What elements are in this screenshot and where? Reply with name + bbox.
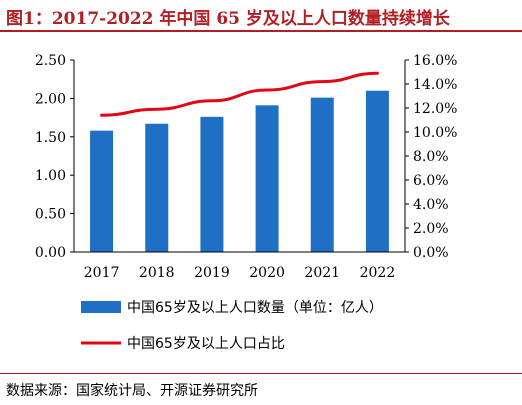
x-tick-label: 2018 [139,265,175,281]
bar [255,105,279,252]
legend-swatch-bar [81,301,121,313]
x-tick-label: 2019 [194,265,230,281]
left-tick-label: 1.00 [35,168,66,184]
line-series [100,71,379,117]
right-tick-label: 0.0% [413,245,449,261]
series-line [100,71,379,117]
right-axis-ticks: 0.0% 2.0% 4.0% 6.0% 8.0% 10.0% 12.0% 14.0% 16.0% [413,53,457,261]
right-tick-label: 8.0% [413,149,449,165]
bar-series [90,90,389,252]
left-tick-label: 1.50 [35,130,66,146]
title-rule [0,30,522,32]
legend-label-line: 中国65岁及以上人口占比 [127,336,285,352]
figure-title: 图1：2017-2022 年中国 65 岁及以上人口数量持续增长 [6,9,450,29]
bar [90,130,114,252]
x-tick-label: 2020 [249,265,285,281]
legend-label-bar: 中国65岁及以上人口数量（单位：亿人） [127,300,383,316]
bar [365,90,389,252]
right-tick-label: 10.0% [413,125,457,141]
source-note: 数据来源：国家统计局、开源证券研究所 [6,383,258,399]
right-tick-label: 12.0% [413,101,457,117]
legend: 中国65岁及以上人口数量（单位：亿人） 中国65岁及以上人口占比 [81,300,383,352]
right-tick-label: 16.0% [413,53,457,69]
right-tick-label: 14.0% [413,77,457,93]
x-axis-labels: 2017 2018 2019 2020 2021 2022 [84,265,395,281]
source-rule [0,373,522,374]
right-tick-label: 2.0% [413,221,449,237]
bar [310,97,334,252]
axes [70,59,409,253]
left-tick-label: 0.00 [35,245,66,261]
bar [200,116,224,252]
right-tick-label: 6.0% [413,173,449,189]
bar [145,123,169,252]
left-tick-label: 2.00 [35,91,66,107]
x-tick-label: 2021 [304,265,340,281]
left-tick-label: 2.50 [35,53,66,69]
left-axis-ticks: 0.00 0.50 1.00 1.50 2.00 2.50 [35,53,66,261]
left-tick-label: 0.50 [35,207,66,223]
x-tick-label: 2017 [84,265,120,281]
x-tick-label: 2022 [360,265,396,281]
right-tick-label: 4.0% [413,197,449,213]
